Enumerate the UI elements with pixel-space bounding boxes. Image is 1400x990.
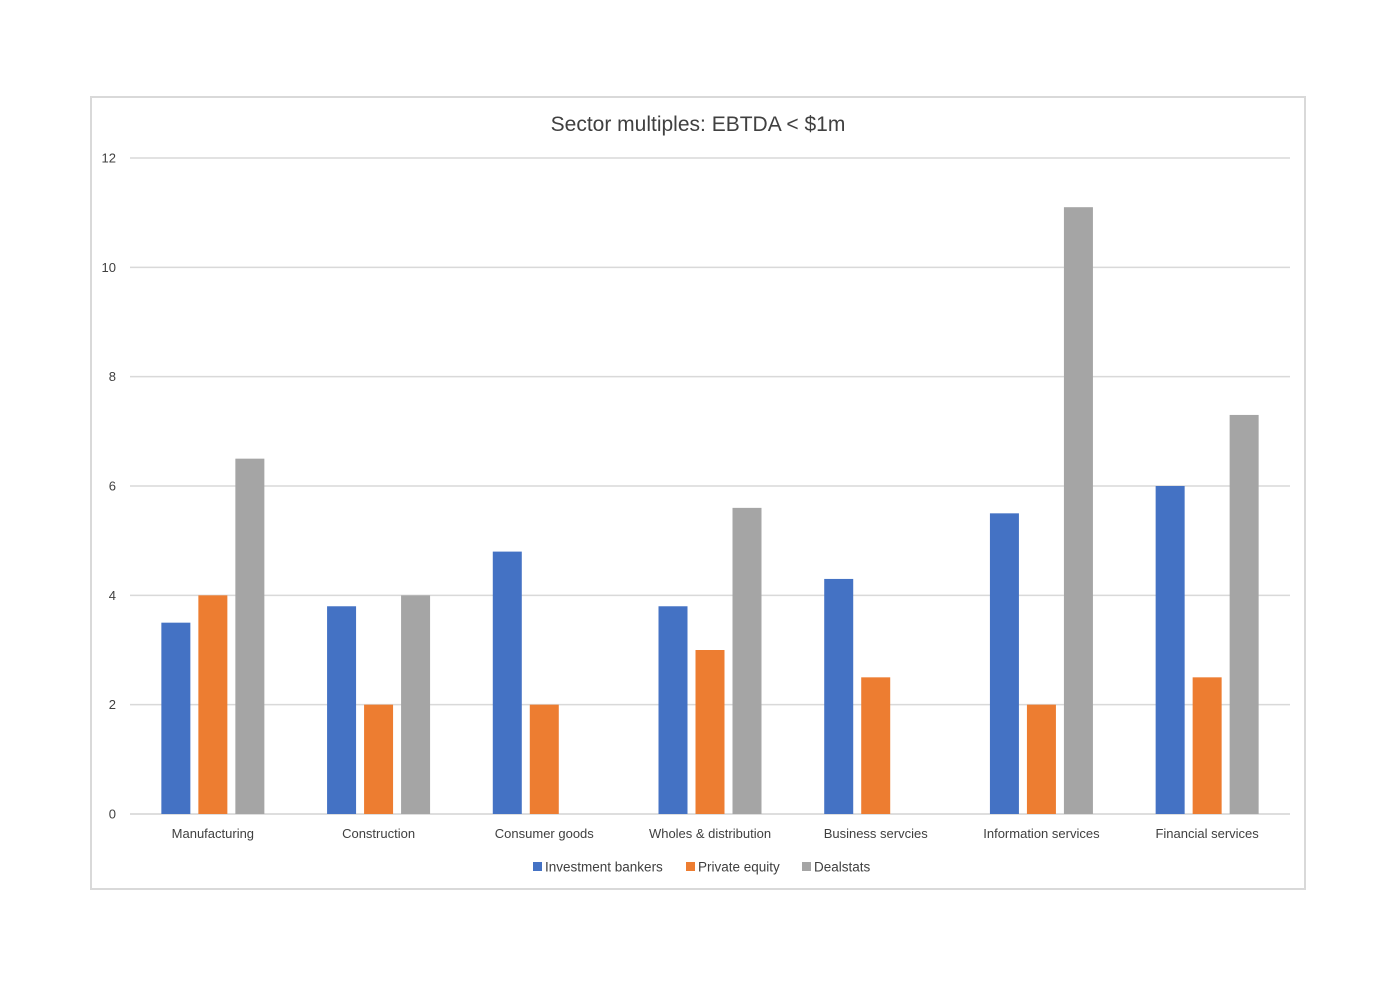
bar-private-equity [1026, 704, 1056, 814]
bar-dealstats [732, 507, 762, 814]
y-tick-label: 4 [109, 588, 116, 603]
legend-label: Private equity [698, 860, 780, 875]
bar-dealstats [1229, 414, 1259, 814]
x-tick-label: Consumer goods [495, 826, 594, 841]
bar-private-equity [364, 704, 394, 814]
x-tick-label: Manufacturing [172, 826, 254, 841]
bar-investment-bankers [658, 606, 688, 814]
bar-dealstats [235, 458, 265, 814]
x-tick-label: Financial services [1155, 826, 1259, 841]
bar-investment-bankers [824, 578, 854, 814]
legend-swatch [686, 862, 695, 871]
bar-investment-bankers [492, 551, 522, 814]
legend-label: Dealstats [814, 860, 871, 875]
x-tick-label: Information services [983, 826, 1100, 841]
chart-title: Sector multiples: EBTDA < $1m [551, 113, 846, 136]
bar-dealstats [1063, 207, 1093, 814]
y-axis-ticks: 0 2 4 6 8 10 12 [102, 151, 116, 822]
bar-investment-bankers [161, 622, 191, 814]
y-tick-label: 2 [109, 697, 116, 712]
x-tick-label: Construction [342, 826, 415, 841]
y-tick-label: 0 [109, 807, 116, 822]
x-tick-label: Wholes & distribution [649, 826, 771, 841]
bar-private-equity [861, 677, 891, 814]
y-tick-label: 10 [102, 260, 116, 275]
y-tick-label: 12 [102, 151, 116, 166]
x-tick-label: Business servcies [824, 826, 929, 841]
bar-investment-bankers [1155, 486, 1185, 814]
bar-private-equity [1192, 677, 1222, 814]
bar-private-equity [695, 650, 725, 814]
bar-investment-bankers [327, 606, 357, 814]
bar-private-equity [529, 704, 559, 814]
bar-investment-bankers [989, 513, 1019, 814]
gridlines [130, 157, 1290, 815]
legend: Investment bankers Private equity Dealstat… [533, 860, 871, 875]
legend-swatch [802, 862, 811, 871]
legend-swatch [533, 862, 542, 871]
bars [161, 207, 1259, 814]
x-axis-ticks: Manufacturing Construction Consumer goods W… [172, 826, 1260, 841]
legend-label: Investment bankers [545, 860, 663, 875]
bar-dealstats [401, 595, 431, 814]
y-tick-label: 6 [109, 479, 116, 494]
y-tick-label: 8 [109, 369, 116, 384]
bar-private-equity [198, 595, 228, 814]
